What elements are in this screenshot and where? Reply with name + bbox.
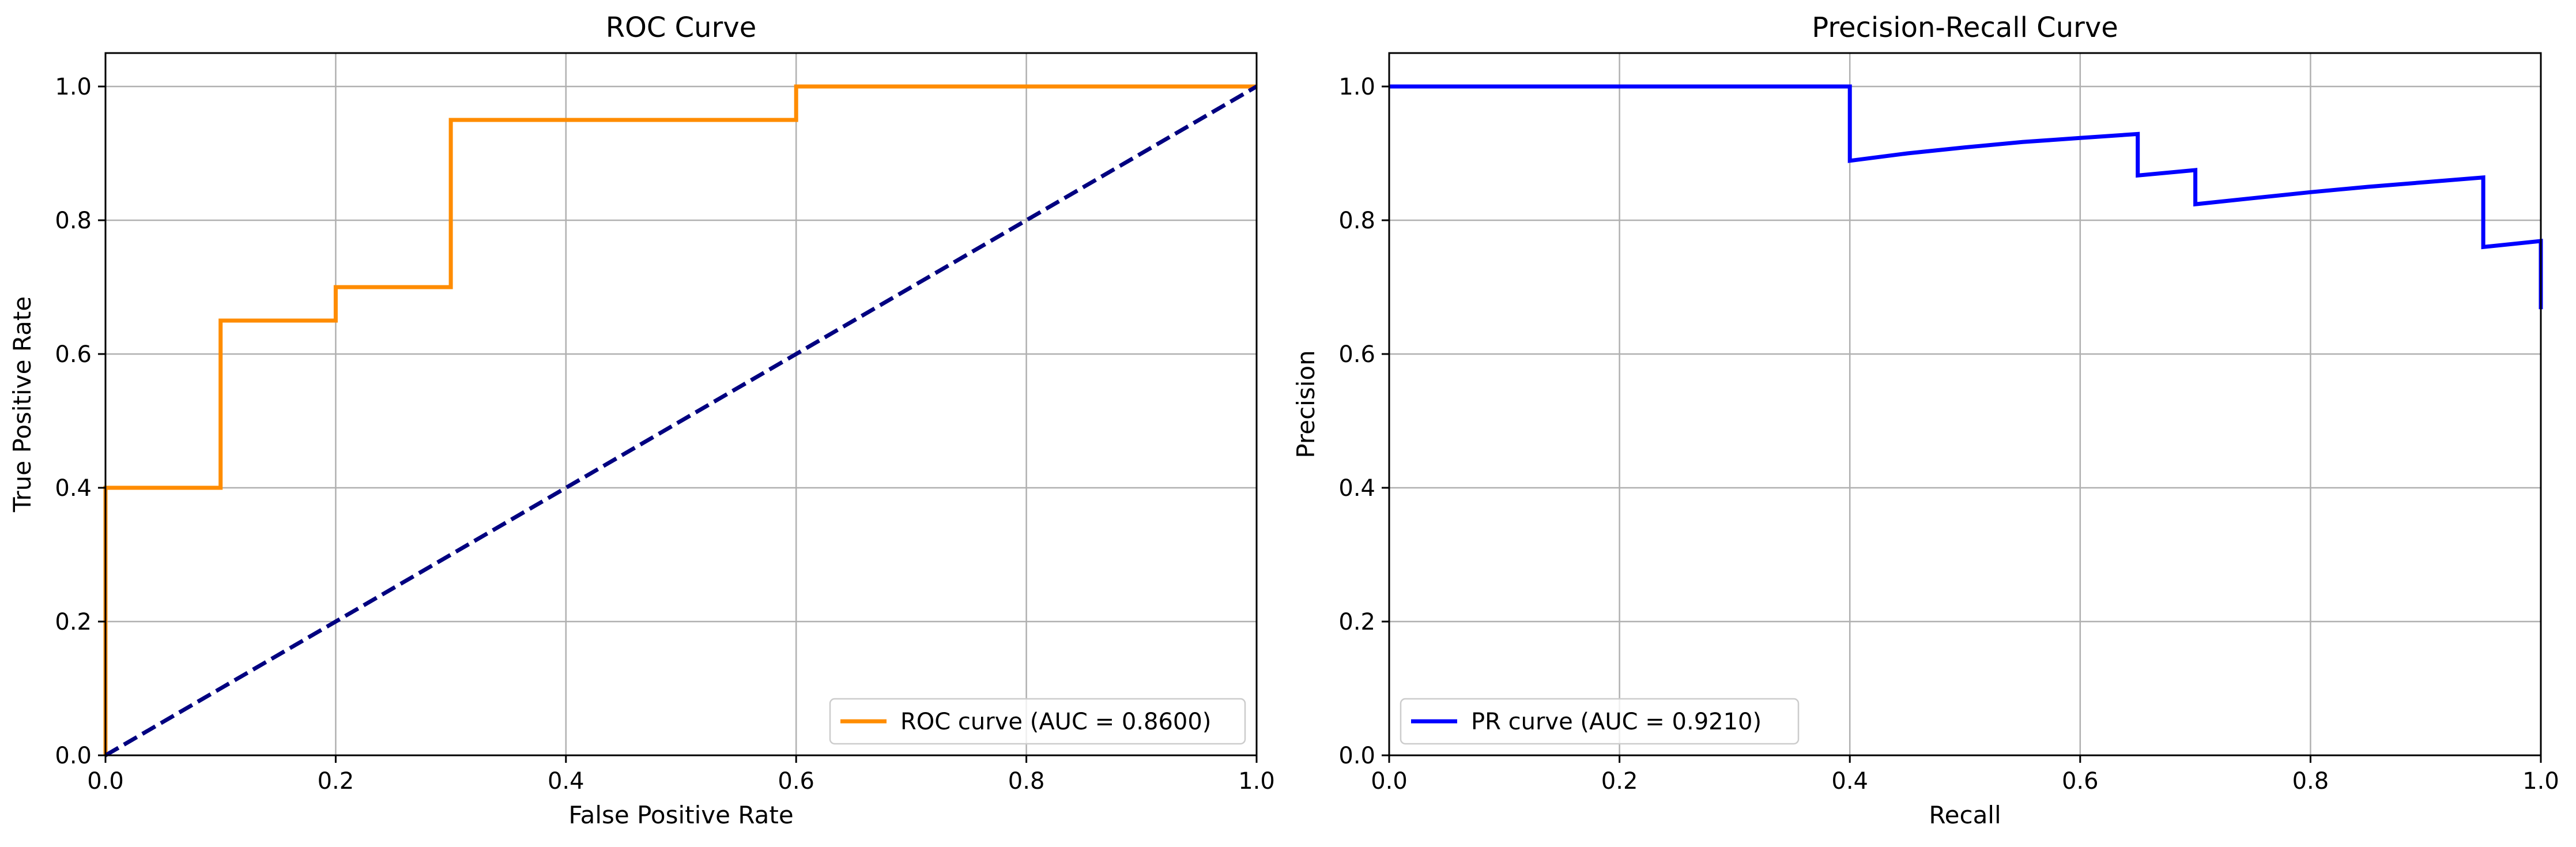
roc-axes-frame <box>104 52 1258 756</box>
pr-series-curve-line <box>1389 84 2543 310</box>
roc-legend-box <box>829 698 1246 745</box>
pr-legend-box <box>1400 698 1800 745</box>
roc-y-tick-label: 0.4 <box>55 475 92 502</box>
roc-y-tick-label: 0.6 <box>55 341 92 368</box>
pr-chart: 0.0 0.2 0.4 0.6 0.8 1.0 0.0 0.2 0.4 0.6 0.8 1.0 Prec… <box>1292 12 2559 829</box>
roc-y-tick-label: 1.0 <box>55 74 92 100</box>
pr-chart-title: Precision-Recall Curve <box>1812 12 2118 44</box>
roc-y-axis-label: True Positive Rate <box>8 296 36 513</box>
pr-x-tick-label: 0.8 <box>2292 768 2329 795</box>
pr-x-tick-label: 0.4 <box>1831 768 1868 795</box>
roc-chart: 0.0 0.2 0.4 0.6 0.8 1.0 0.0 0.2 0.4 0.6 0.8 1.0 ROC … <box>8 12 1275 829</box>
pr-x-tick-label: 1.0 <box>2522 768 2559 795</box>
pr-legend: PR curve (AUC = 0.9210) <box>1400 698 1800 745</box>
roc-series-curve-line <box>103 84 1257 755</box>
roc-legend-label: ROC curve (AUC = 0.8600) <box>900 709 1211 735</box>
pr-y-tick-label: 0.6 <box>1338 341 1375 368</box>
roc-x-tick-label: 0.8 <box>1008 768 1045 795</box>
roc-x-tick-label: 1.0 <box>1238 768 1275 795</box>
pr-y-tick-label: 0.8 <box>1338 208 1375 234</box>
roc-series-baseline-line <box>104 84 1258 758</box>
pr-y-tick-label: 0.4 <box>1338 475 1375 502</box>
pr-y-axis-label: Precision <box>1292 350 1320 458</box>
roc-y-tick-label: 0.8 <box>55 208 92 234</box>
roc-chart-title: ROC Curve <box>606 12 757 44</box>
roc-x-axis-label: False Positive Rate <box>568 801 793 829</box>
pr-y-tick-label: 0.2 <box>1338 609 1375 635</box>
roc-legend: ROC curve (AUC = 0.8600) <box>829 698 1246 745</box>
roc-x-tick-label: 0.6 <box>778 768 814 795</box>
pr-legend-label: PR curve (AUC = 0.9210) <box>1471 709 1762 735</box>
pr-y-tick-label: 1.0 <box>1338 74 1375 100</box>
pr-x-tick-label: 0.0 <box>1371 768 1408 795</box>
pr-x-tick-label: 0.6 <box>2062 768 2099 795</box>
roc-x-tick-label: 0.2 <box>318 768 354 795</box>
pr-x-tick-label: 0.2 <box>1601 768 1638 795</box>
pr-x-axis-label: Recall <box>1929 801 2001 829</box>
pr-axes-frame <box>1388 52 2542 756</box>
roc-y-tick-label: 0.0 <box>55 743 92 769</box>
roc-x-tick-label: 0.4 <box>548 768 584 795</box>
roc-y-tick-label: 0.2 <box>55 609 92 635</box>
roc-x-tick-label: 0.0 <box>87 768 124 795</box>
pr-y-tick-label: 0.0 <box>1338 743 1375 769</box>
